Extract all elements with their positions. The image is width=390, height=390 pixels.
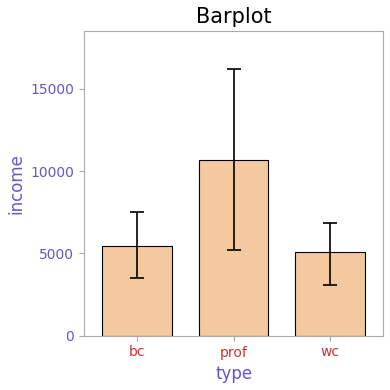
X-axis label: type: type [215,365,252,383]
Bar [103,246,172,336]
Y-axis label: income: income [7,153,25,214]
Bar [295,252,365,336]
Title: Barplot: Barplot [196,7,271,27]
Bar [199,160,268,336]
